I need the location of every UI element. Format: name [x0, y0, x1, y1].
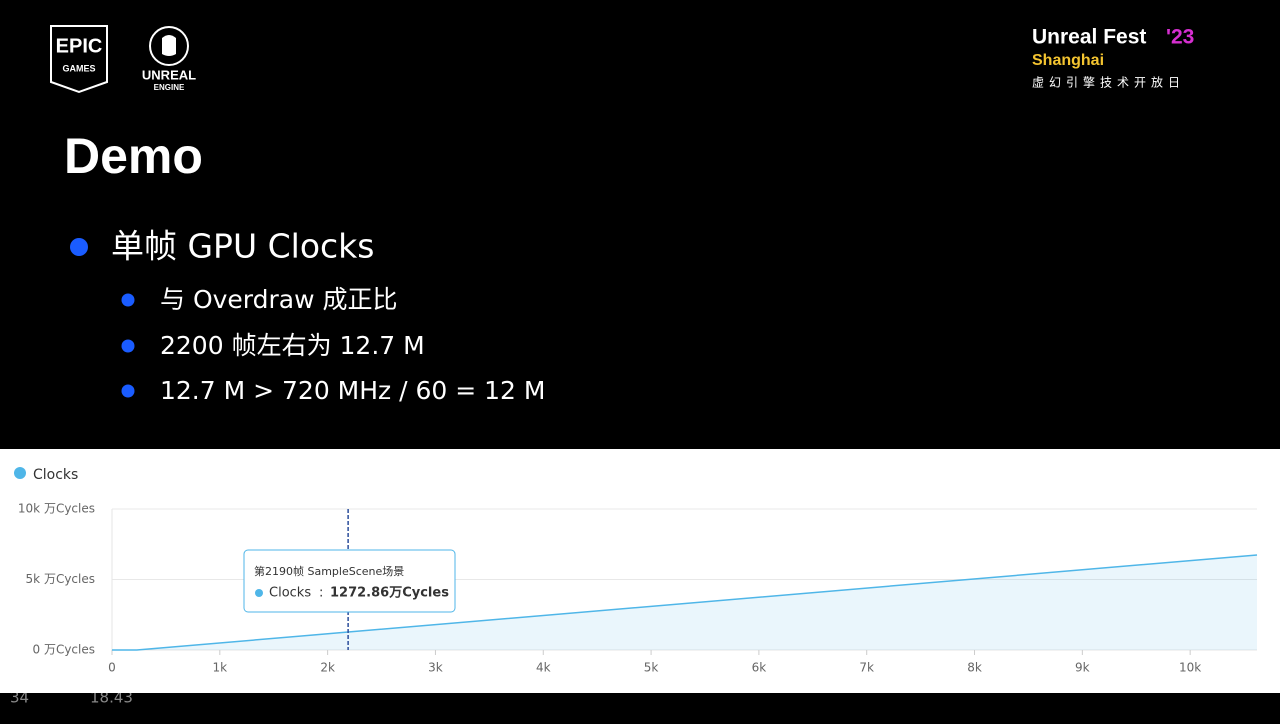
x-tick-label: 0: [108, 661, 116, 675]
event-city: Shanghai: [1032, 52, 1104, 69]
tooltip-title: 第2190帧 SampleScene场景: [254, 564, 404, 578]
sub-bullet-text: 12.7 M > 720 MHz / 60 = 12 M: [160, 376, 545, 405]
sub-bullet-text: 2200 帧左右为 12.7 M: [160, 331, 425, 360]
legend-label: Clocks: [33, 467, 78, 483]
y-tick-label: 5k 万Cycles: [26, 572, 95, 586]
event-name: Unreal Fest: [1032, 26, 1146, 49]
unreal-logo-text: UNREAL: [142, 67, 196, 82]
y-tick-label: 0 万Cycles: [33, 643, 96, 657]
x-tick-label: 1k: [213, 661, 228, 675]
series-area: [112, 554, 1257, 650]
unreal-logo-text: ENGINE: [154, 83, 185, 92]
epic-logo-shape: [50, 25, 108, 94]
x-tick-label: 7k: [859, 661, 874, 675]
x-tick-label: 9k: [1075, 661, 1090, 675]
tooltip-value: 1272.86万Cycles: [330, 586, 449, 601]
bullet-dot: [121, 293, 135, 307]
tooltip-separator: :: [319, 586, 323, 601]
event-subtitle: 虚幻引擎技术开放日: [1032, 75, 1185, 90]
x-tick-label: 4k: [536, 661, 551, 675]
x-tick-label: 8k: [967, 661, 982, 675]
x-tick-label: 10k: [1179, 661, 1201, 675]
epic-logo-text: GAMES: [62, 63, 95, 73]
x-tick-label: 6k: [752, 661, 767, 675]
slide-title: Demo: [64, 128, 203, 184]
unreal-logo-shape: [162, 35, 176, 56]
bullet-text: 单帧 GPU Clocks: [111, 227, 374, 266]
x-tick-label: 2k: [320, 661, 335, 675]
x-tick-label: 3k: [428, 661, 443, 675]
series-line: [112, 554, 1258, 651]
bullet-dot: [121, 339, 135, 353]
chart: Clocks 0 万Cycles 5k 万Cycles 10k 万Cycles 0 1k 2…: [14, 467, 1258, 675]
legend-marker: [14, 467, 26, 479]
y-tick-label: 10k 万Cycles: [18, 502, 95, 516]
bullet-dot: [121, 384, 135, 398]
tooltip-series: Clocks: [269, 586, 311, 601]
tooltip-marker: [255, 589, 263, 597]
unreal-logo-shape: [149, 26, 189, 66]
tooltip-box: [243, 549, 456, 613]
epic-logo-text: EPIC: [56, 35, 103, 57]
x-tick-label: 5k: [644, 661, 659, 675]
event-year: '23: [1166, 26, 1194, 49]
sub-bullet-text: 与 Overdraw 成正比: [160, 285, 398, 314]
bullet-dot: [70, 238, 88, 256]
